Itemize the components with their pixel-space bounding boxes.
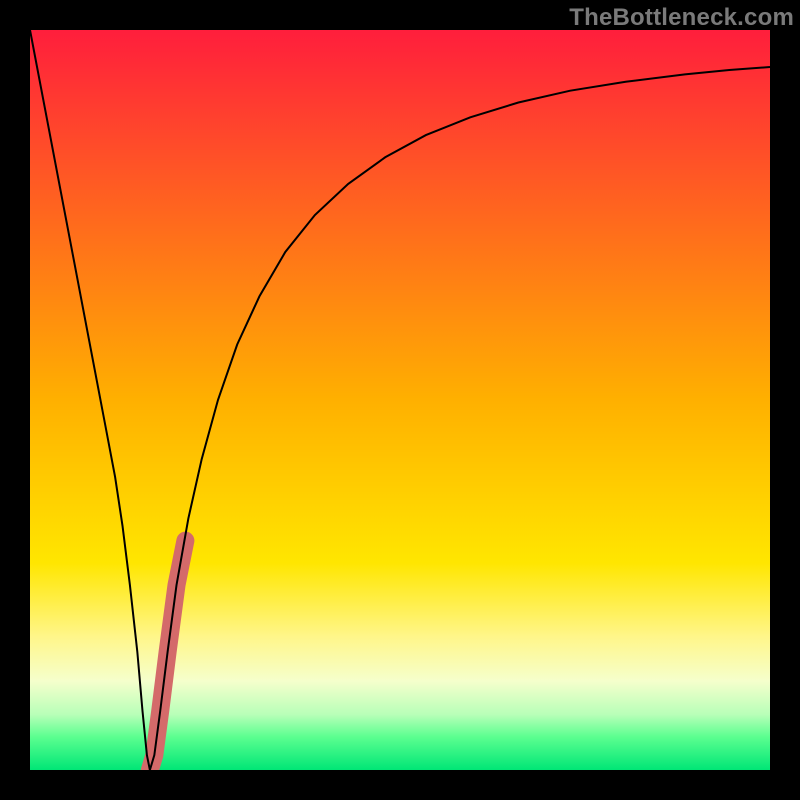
watermark-text: TheBottleneck.com bbox=[569, 4, 794, 32]
plot-background bbox=[30, 30, 770, 770]
plot-svg bbox=[30, 30, 770, 770]
figure-root: TheBottleneck.com bbox=[0, 0, 800, 800]
plot-area bbox=[30, 30, 770, 770]
